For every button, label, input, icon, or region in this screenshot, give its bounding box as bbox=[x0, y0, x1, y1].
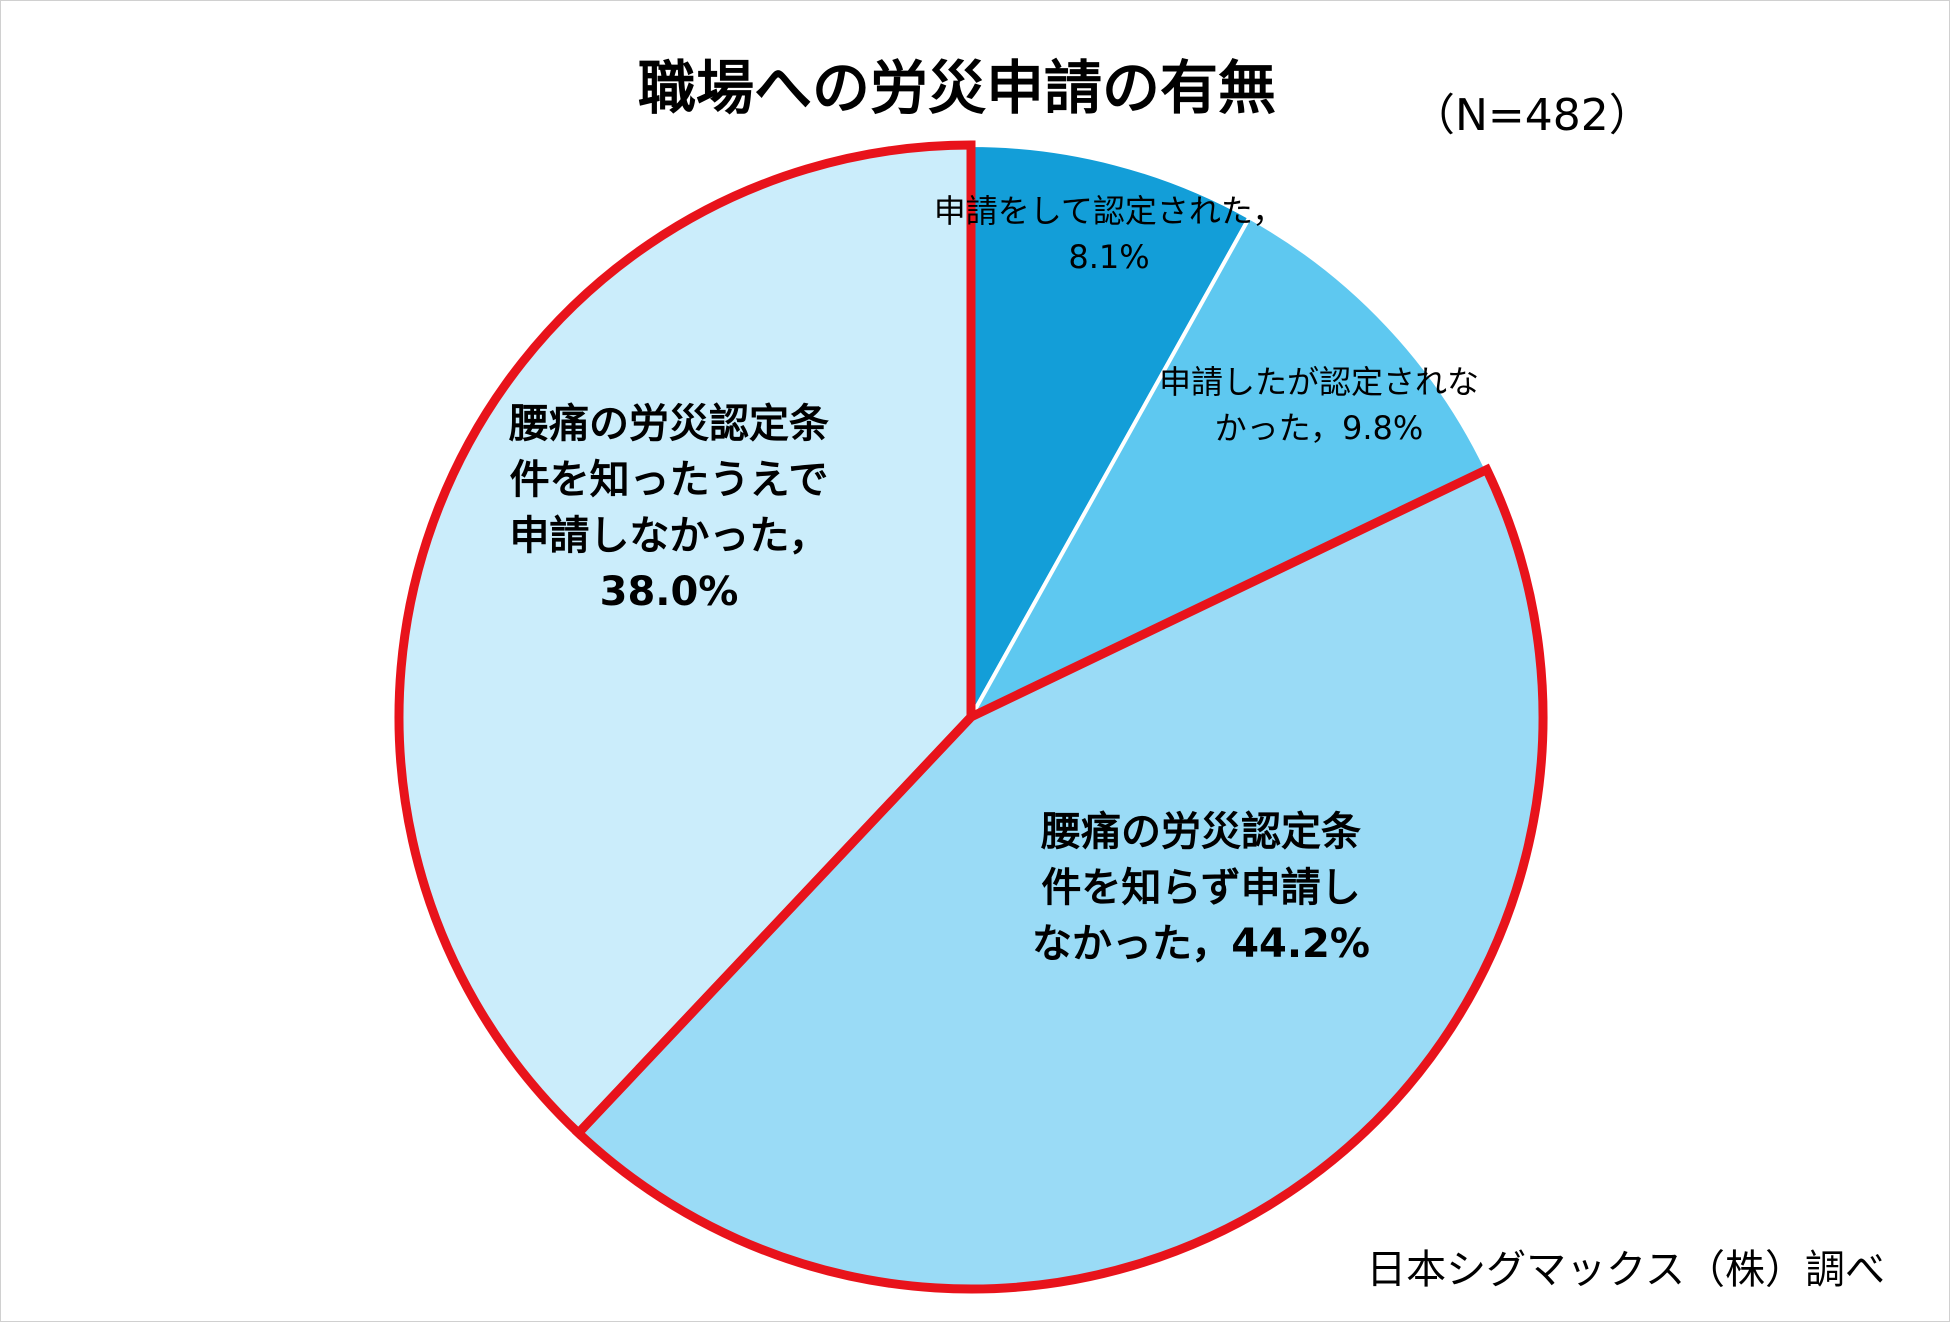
slice-label: 腰痛の労災認定条件を知ったうえで申請しなかった， 38.0% bbox=[508, 401, 829, 615]
slice-label-line: 申請をして認定された， bbox=[934, 192, 1284, 230]
chart-subtitle: （N=482） bbox=[1411, 90, 1653, 141]
chart-source: 日本シグマックス（株）調べ bbox=[1366, 1247, 1885, 1293]
slice-label-line: かった，9.8% bbox=[1215, 409, 1424, 447]
slice-label: 申請をして認定された， 8.1% bbox=[934, 192, 1284, 276]
pie-slice-highlight bbox=[394, 140, 976, 1140]
slice-label-line: 腰痛の労災認定条 bbox=[508, 401, 829, 447]
slice-label-line: 38.0% bbox=[600, 569, 739, 615]
pie-slice bbox=[969, 215, 1489, 719]
slice-label-line: 8.1% bbox=[1068, 238, 1149, 276]
slice-label: 腰痛の労災認定条件を知らず申請しなかった，44.2% bbox=[1032, 809, 1370, 967]
slice-label-line: 腰痛の労災認定条 bbox=[1040, 809, 1361, 855]
slice-label-line: なかった，44.2% bbox=[1032, 921, 1370, 967]
slice-label-line: 申請したが認定されな bbox=[1159, 363, 1479, 401]
pie-slice bbox=[969, 143, 1252, 719]
slice-label-line: 件を知ったうえで bbox=[510, 457, 829, 503]
slice-label-line: 件を知らず申請し bbox=[1041, 865, 1360, 911]
slice-label: 申請したが認定されなかった，9.8% bbox=[1159, 363, 1479, 447]
chart-title: 職場への労災申請の有無 bbox=[638, 54, 1277, 122]
pie-slice-highlight bbox=[572, 463, 1548, 1294]
slice-label-line: 申請しなかった， bbox=[509, 513, 828, 559]
